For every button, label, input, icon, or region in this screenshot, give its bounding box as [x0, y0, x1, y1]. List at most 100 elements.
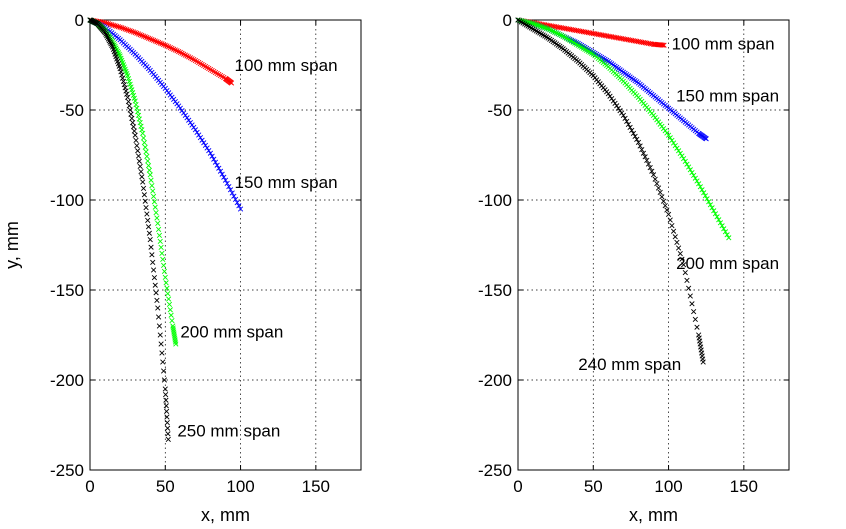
data-point-marker [141, 192, 147, 198]
data-point-marker [192, 127, 199, 133]
data-point-marker [637, 143, 643, 149]
data-point-marker [150, 267, 157, 273]
data-point-marker [711, 208, 717, 214]
data-point-marker [647, 164, 653, 171]
data-point-marker [125, 94, 131, 101]
data-point-marker [227, 187, 234, 193]
data-point-marker [661, 42, 667, 48]
data-point-marker [150, 259, 156, 266]
data-point-marker [124, 91, 130, 97]
data-point-marker [199, 137, 205, 143]
plot-frame [517, 19, 790, 471]
data-point-marker [696, 181, 702, 187]
data-point-marker [145, 158, 151, 164]
data-point-marker [167, 307, 173, 313]
data-point-marker [194, 129, 200, 136]
data-point-marker [126, 103, 132, 109]
data-point-marker [687, 293, 693, 299]
data-point-marker [657, 189, 663, 196]
data-point-marker [684, 161, 690, 167]
data-point-marker [674, 239, 680, 246]
data-point-marker [682, 158, 688, 165]
y-tick-label: -150 [478, 281, 512, 300]
data-point-marker [115, 24, 122, 30]
data-point-marker [151, 199, 158, 205]
left-chart-panel: 0 50 100 150 0 -50 -100 -150 -200 -250 x, mm y, mm 1… [2, 11, 362, 525]
y-tick-label: 0 [503, 11, 512, 30]
data-point-marker [686, 285, 692, 291]
data-point-marker [231, 193, 237, 199]
data-point-marker [130, 124, 137, 130]
data-point-marker [112, 23, 118, 29]
data-point-marker [110, 22, 117, 28]
data-point-marker [152, 282, 158, 288]
data-point-marker [145, 35, 152, 41]
data-point-marker [697, 184, 703, 190]
data-point-marker [212, 159, 219, 165]
data-point-marker [162, 274, 168, 281]
data-point-marker [614, 103, 620, 109]
data-point-marker [134, 30, 140, 36]
data-point-marker [692, 316, 698, 323]
data-point-marker [127, 107, 133, 113]
data-point-marker [691, 172, 697, 179]
span-annotation: 100 mm span [235, 56, 338, 75]
data-point-marker [542, 25, 548, 31]
data-point-marker [686, 164, 692, 170]
data-point-marker [609, 95, 615, 102]
data-point-marker [139, 174, 145, 180]
data-point-marker [679, 153, 685, 159]
data-point-marker [121, 81, 127, 88]
data-point-marker [147, 236, 153, 243]
data-point-marker [680, 262, 687, 268]
data-point-marker [187, 119, 193, 126]
data-point-marker [157, 332, 163, 338]
data-point-marker [140, 185, 147, 192]
data-point-marker [164, 419, 170, 426]
right-chart-panel: 0 50 100 150 0 -50 -100 -150 -200 -250 x, mm 100 mm… [478, 11, 790, 525]
span-annotation: 150 mm span [676, 87, 779, 106]
data-point-marker [169, 317, 175, 324]
data-point-marker [155, 226, 162, 233]
data-point-marker [665, 211, 672, 218]
data-point-marker [535, 22, 541, 29]
data-point-marker [206, 147, 212, 154]
data-point-marker [128, 111, 134, 117]
data-point-marker [216, 165, 222, 171]
data-point-marker [141, 139, 147, 146]
data-point-marker [133, 137, 139, 144]
data-point-marker [177, 105, 183, 111]
data-point-marker [117, 24, 123, 30]
data-point-marker [147, 172, 153, 178]
x-tick-label: 100 [654, 477, 682, 496]
data-point-marker [679, 256, 685, 262]
data-point-marker [163, 408, 170, 415]
data-point-marker [120, 78, 127, 85]
data-point-marker [221, 174, 227, 180]
data-point-marker [691, 308, 697, 315]
data-point-marker [171, 333, 178, 339]
data-point-marker [170, 323, 176, 329]
data-point-marker [138, 168, 144, 175]
data-point-marker [172, 337, 178, 343]
data-point-marker [132, 29, 138, 36]
span-annotation: 150 mm span [235, 173, 338, 192]
data-point-marker [689, 169, 695, 176]
data-point-marker [687, 167, 693, 173]
data-point-marker [158, 244, 164, 251]
data-point-marker [184, 115, 190, 121]
data-point-marker [152, 204, 158, 210]
data-point-marker [155, 314, 162, 320]
data-point-marker [157, 40, 163, 46]
data-point-marker [135, 31, 142, 37]
data-point-marker [166, 296, 172, 302]
data-point-marker [649, 168, 655, 174]
y-tick-label: 0 [75, 11, 84, 30]
data-point-marker [627, 124, 633, 131]
data-point-marker [166, 301, 173, 308]
data-point-marker [172, 335, 178, 341]
data-point-marker [155, 39, 162, 46]
data-point-marker [120, 75, 126, 81]
plot-frame [89, 19, 362, 471]
